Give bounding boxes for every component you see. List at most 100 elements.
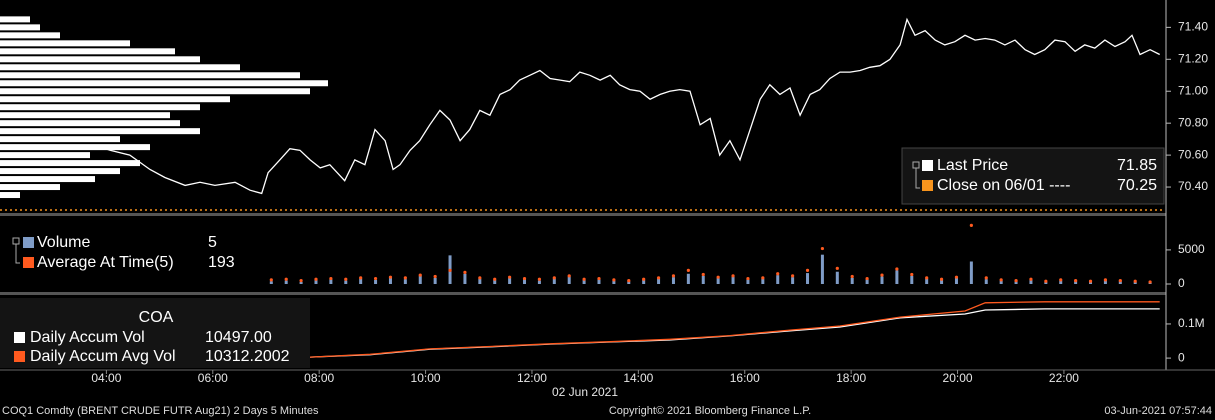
volume-bar xyxy=(537,280,541,284)
legend-value: 10497.00 xyxy=(205,329,272,346)
volume-profile-bar xyxy=(0,64,240,71)
volume-bar xyxy=(1103,280,1107,284)
legend-value: 5 xyxy=(208,234,217,251)
volume-bar xyxy=(954,277,958,284)
volume-profile-bar xyxy=(0,24,40,31)
average-dot xyxy=(910,272,914,277)
volume-profile-bar xyxy=(0,136,120,143)
average-dot xyxy=(314,277,318,281)
average-dot xyxy=(567,274,571,278)
volume-bar xyxy=(552,278,556,284)
footer-left: COQ1 Comdty (BRENT CRUDE FUTR Aug21) 2 D… xyxy=(2,405,319,417)
average-dot xyxy=(1088,279,1093,283)
volume-bar xyxy=(969,261,973,284)
volume-bar xyxy=(895,270,899,284)
volume-profile-bar xyxy=(0,152,90,159)
y-tick-label: 0.1M xyxy=(1178,316,1205,330)
volume-bar xyxy=(433,277,437,284)
volume-bar xyxy=(359,278,363,284)
average-dot xyxy=(388,275,393,279)
y-tick-label: 70.60 xyxy=(1178,147,1208,161)
average-dot xyxy=(403,276,407,280)
average-dot xyxy=(656,276,661,280)
volume-profile-bar xyxy=(0,88,310,95)
volume-bar xyxy=(791,277,795,284)
x-tick-label: 10:00 xyxy=(411,371,441,385)
x-tick-label: 22:00 xyxy=(1049,371,1079,385)
average-dot xyxy=(299,278,303,283)
volume-profile-bar xyxy=(0,80,328,87)
legend-box xyxy=(0,298,310,368)
legend-swatch xyxy=(922,180,933,191)
volume-profile-bar xyxy=(0,144,150,151)
y-tick-label: 70.40 xyxy=(1178,179,1208,193)
average-dot xyxy=(537,277,542,281)
volume-profile-bar xyxy=(0,112,170,119)
average-dot xyxy=(1133,279,1137,283)
x-tick-label: 06:00 xyxy=(198,371,228,385)
y-tick-label: 0 xyxy=(1178,350,1185,364)
volume-bar xyxy=(910,275,914,284)
volume-bar xyxy=(776,275,780,284)
average-dot xyxy=(791,274,795,278)
average-dot xyxy=(448,268,452,272)
volume-profile-bar xyxy=(0,192,20,199)
legend-box xyxy=(901,147,1165,205)
average-dot xyxy=(508,275,512,279)
volume-bar xyxy=(686,273,690,284)
volume-bar xyxy=(388,277,392,284)
x-tick-label: 14:00 xyxy=(623,371,653,385)
average-dot xyxy=(954,275,959,279)
volume-bar xyxy=(820,254,824,284)
volume-bar xyxy=(940,279,944,284)
volume-bar xyxy=(329,279,333,284)
average-dot xyxy=(1148,280,1152,284)
volume-bar xyxy=(1074,281,1078,284)
average-dot xyxy=(478,276,482,280)
legend-label: Daily Accum Vol xyxy=(30,329,145,346)
volume-bar xyxy=(1014,281,1018,284)
volume-bar xyxy=(925,278,929,284)
legend-value: 70.25 xyxy=(1117,177,1157,194)
average-dot xyxy=(284,277,288,281)
volume-bar xyxy=(701,275,705,284)
legend-label: Volume xyxy=(37,234,90,251)
volume-profile-bar xyxy=(0,32,60,39)
volume-profile-bar xyxy=(0,104,200,111)
volume-bar xyxy=(582,279,586,284)
average-dot xyxy=(731,274,735,278)
volume-bar xyxy=(284,280,288,284)
average-dot xyxy=(493,277,497,281)
volume-bar xyxy=(746,279,750,284)
average-dot xyxy=(1074,278,1078,283)
volume-profile-bar xyxy=(0,176,95,183)
average-dot xyxy=(433,274,437,279)
average-dot xyxy=(984,276,988,280)
volume-bar xyxy=(999,280,1003,284)
volume-bar xyxy=(1044,281,1048,284)
average-dot xyxy=(969,223,973,227)
legend-label: Last Price xyxy=(937,157,1008,174)
volume-bar xyxy=(761,278,765,284)
average-dot xyxy=(612,278,616,282)
series-line xyxy=(95,17,1160,195)
average-dot xyxy=(1029,277,1033,281)
average-dot xyxy=(627,278,631,283)
legend-tree xyxy=(912,161,920,189)
volume-bar xyxy=(1118,281,1122,284)
volume-bar xyxy=(597,279,601,284)
legend-value: 10312.2002 xyxy=(205,348,290,365)
x-tick-label: 08:00 xyxy=(304,371,334,385)
volume-profile-bar xyxy=(0,168,120,175)
average-dot xyxy=(359,276,363,280)
legend-label: Close on 06/01 ---- xyxy=(937,177,1070,194)
legend-swatch xyxy=(14,332,25,343)
legend-value: 193 xyxy=(208,254,235,271)
footer-right: 03-Jun-2021 07:57:44 xyxy=(1104,405,1212,417)
average-dot xyxy=(865,276,869,281)
footer-center: Copyright© 2021 Bloomberg Finance L.P. xyxy=(609,405,811,417)
volume-profile-bar xyxy=(0,56,200,63)
volume-bar xyxy=(463,273,467,284)
volume-bar xyxy=(523,279,527,284)
volume-bar xyxy=(418,275,422,284)
